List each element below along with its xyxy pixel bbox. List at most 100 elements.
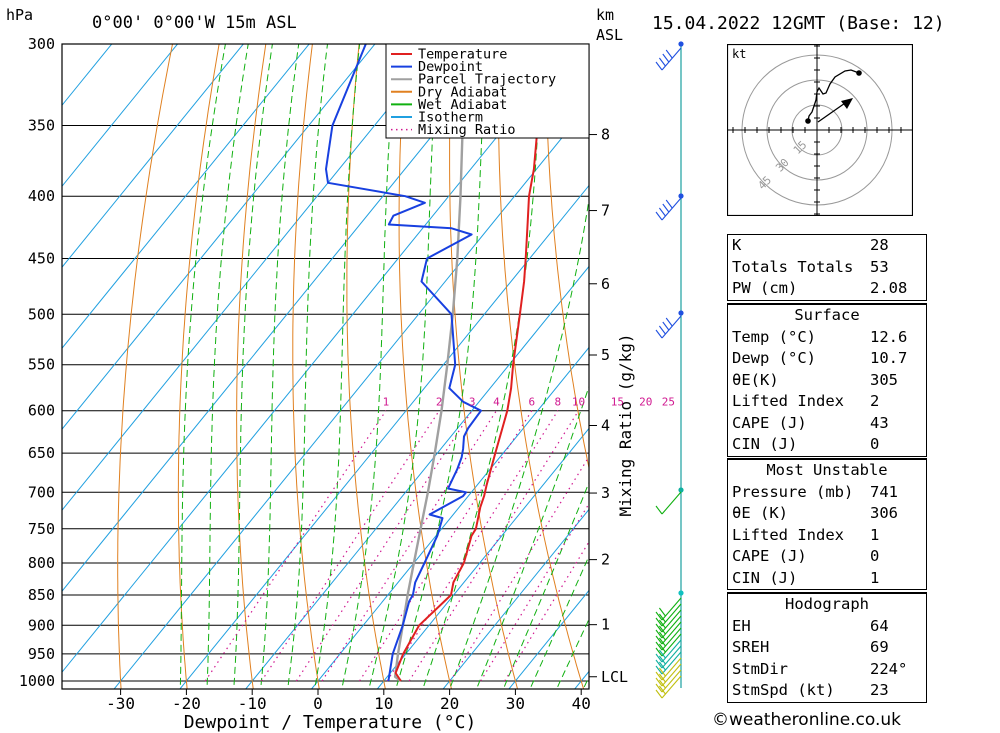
wind-level-dot [678, 487, 684, 493]
datetime-title: 15.04.2022 12GMT (Base: 12) [652, 13, 945, 34]
pressure-tick-label: 650 [28, 444, 55, 462]
wind-barb-column [655, 41, 684, 699]
mu-index-value: 0 [870, 547, 880, 565]
wind-barb [655, 315, 682, 339]
pressure-tick-label: 400 [28, 187, 55, 205]
isotherm-line [62, 44, 376, 430]
legend-label: Isotherm [418, 110, 483, 126]
index-table-surface: Surface Temp (°C) 12.6 Dewp (°C) 10.7 θE(K) 3… [727, 303, 927, 457]
height-tick-label: LCL [601, 668, 628, 686]
pressure-tick-label: 950 [28, 645, 55, 663]
mu-index-row: Lifted Index 1 [728, 525, 926, 547]
index-table-hodograph: Hodograph EH 64 SREH 69 StmDir 224° StmSpd (kt… [727, 592, 927, 703]
mixing-ratio-label: 2 [436, 396, 443, 409]
wet-adiabat-line [368, 44, 439, 689]
mixing-ratio-label: 1 [383, 396, 390, 409]
legend-label: Parcel Trajectory [418, 72, 556, 88]
wet-adiabat-line [341, 44, 397, 689]
height-tick-label: 2 [601, 551, 610, 569]
surface-index-label: θE(K) [732, 370, 779, 389]
storm-motion-arrowhead [841, 98, 853, 109]
isotherm-line [442, 508, 589, 689]
surface-index-value: 0 [870, 435, 880, 453]
hodo-index-label: SREH [732, 638, 770, 656]
wind-level-dot [678, 41, 684, 47]
pressure-tick-label: 450 [28, 250, 55, 268]
wind-level-dot [678, 590, 684, 596]
mixing-ratio-label: 10 [572, 396, 585, 409]
wind-barb [655, 627, 682, 651]
dry-adiabat-line [497, 44, 585, 689]
mu-index-value: 306 [870, 504, 898, 522]
dry-adiabat-line [958, 8, 1000, 707]
surface-index-row: CAPE (J) 43 [728, 413, 926, 435]
legend-box [385, 43, 590, 139]
hodo-index-row: StmDir 224° [728, 659, 926, 681]
pressure-tick-label: 700 [28, 483, 55, 501]
isotherm-line [245, 265, 589, 689]
hodo-index-row: StmSpd (kt) 23 [728, 680, 926, 702]
mixing-ratio-line [321, 410, 497, 682]
mixing-ratio-line [449, 455, 589, 682]
wind-barb [655, 615, 682, 639]
mu-index-label: CAPE (J) [732, 547, 807, 565]
most-unstable-title: Most Unstable [728, 459, 926, 482]
location-title: 0°00' 0°00'W 15m ASL [92, 13, 297, 33]
mixing-ratio-label: 20 [639, 396, 652, 409]
legend-label: Temperature [418, 47, 507, 63]
general-index-value: 2.08 [870, 279, 908, 297]
pressure-tick-label: 1000 [19, 672, 55, 690]
wet-adiabat-line [502, 481, 589, 689]
mu-index-value: 1 [870, 525, 880, 544]
dewpoint-line [325, 44, 482, 682]
isotherm-line [62, 44, 245, 269]
mu-index-row: CIN (J) 1 [728, 568, 926, 590]
mu-index-row: CAPE (J) 0 [728, 546, 926, 568]
dry-adiabat-line [346, 44, 386, 689]
general-index-value: 28 [870, 236, 889, 254]
pressure-tick-label: 500 [28, 305, 55, 323]
height-tick-label: 1 [601, 616, 610, 634]
hodograph-trace [807, 69, 860, 122]
wet-adiabat-line [179, 44, 226, 689]
wind-barb [655, 657, 682, 681]
index-table-general: K 28 Totals Totals 53 PW (cm) 2.08 [727, 234, 927, 301]
mixing-ratio-line [386, 410, 559, 682]
wind-barb [655, 491, 682, 515]
surface-title: Surface [728, 304, 926, 327]
pressure-tick-label: 800 [28, 554, 55, 572]
x-tick-label: 0 [313, 694, 323, 713]
wind-barb [655, 663, 682, 687]
x-axis-label: Dewpoint / Temperature (°C) [184, 712, 477, 733]
legend-label: Wet Adiabat [418, 97, 507, 113]
general-index-value: 53 [870, 257, 889, 276]
surface-index-value: 2 [870, 392, 880, 410]
surface-index-row: Temp (°C) 12.6 [728, 327, 926, 349]
wind-barb [655, 609, 682, 633]
height-tick-label: 7 [601, 202, 610, 220]
height-tick-label: 8 [601, 126, 610, 144]
mixing-ratio-label: 4 [493, 396, 500, 409]
hodo-index-value: 23 [870, 681, 889, 699]
mu-index-label: Pressure (mb) [732, 482, 854, 501]
general-index-row: K 28 [728, 235, 926, 257]
dry-adiabat-line [592, 8, 723, 707]
pressure-unit-label: hPa [6, 6, 34, 24]
hodo-index-row: SREH 69 [728, 637, 926, 659]
wet-adiabat-line [260, 44, 300, 689]
general-index-label: K [732, 236, 742, 254]
wet-adiabat-line [314, 44, 361, 689]
hodograph-start-dot [805, 118, 811, 124]
wet-adiabat-line [287, 44, 328, 689]
hodo-index-value: 64 [870, 616, 889, 635]
pressure-tick-label: 300 [28, 35, 55, 53]
surface-index-value: 305 [870, 370, 898, 389]
x-tick-label: 40 [572, 694, 591, 713]
mixing-ratio-label: 6 [528, 396, 535, 409]
surface-index-value: 43 [870, 413, 889, 432]
surface-index-value: 10.7 [870, 349, 908, 367]
height-tick-label: 5 [601, 346, 610, 364]
x-tick-label: 30 [506, 694, 525, 713]
